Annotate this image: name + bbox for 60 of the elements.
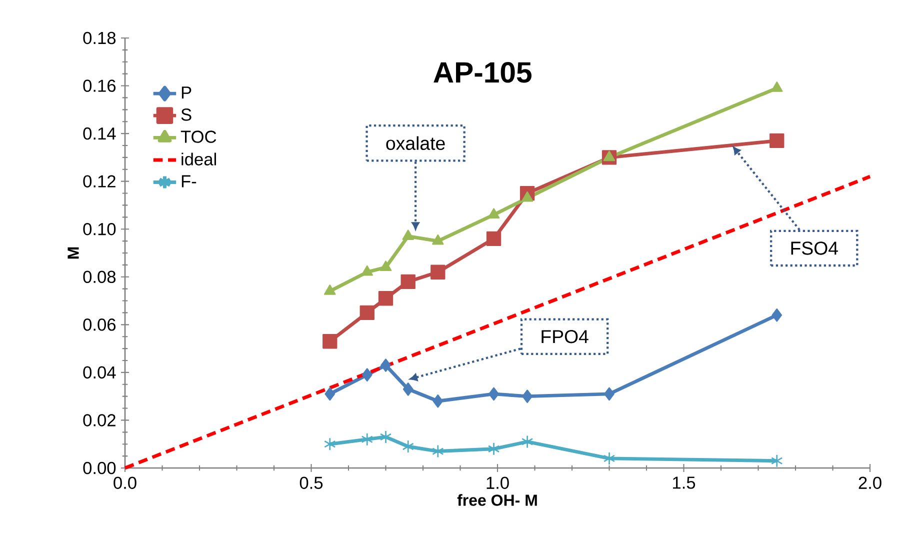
legend-label: S [181, 108, 192, 121]
point [380, 358, 391, 372]
x-tick-label: 1.5 [673, 476, 696, 489]
x-tick-label: 0.0 [114, 476, 136, 489]
point [362, 368, 372, 382]
point [521, 191, 534, 202]
point [488, 442, 500, 456]
point [488, 387, 499, 401]
x-tick-label: 0.5 [300, 476, 323, 489]
y-tick-label: 0.02 [83, 414, 116, 426]
point [360, 305, 374, 320]
y-tick-label: 0.16 [83, 80, 116, 92]
x-tick-label: 2.0 [858, 476, 882, 489]
point [432, 394, 444, 408]
point [486, 231, 502, 246]
point [432, 234, 444, 245]
point [378, 291, 394, 306]
point [603, 452, 616, 466]
point [432, 444, 444, 458]
legend-label: TOC [180, 130, 216, 143]
point [521, 435, 534, 448]
point [603, 150, 616, 162]
point [772, 308, 782, 322]
y-tick-label: 0.06 [83, 318, 116, 331]
point [361, 265, 373, 276]
y-tick-label: 0.00 [83, 462, 116, 474]
y-tick-label: 0.04 [83, 366, 116, 379]
point [604, 387, 614, 401]
y-tick-label: 0.12 [83, 175, 116, 188]
point [402, 382, 414, 396]
text: AP-105 [434, 62, 532, 83]
point [402, 440, 414, 454]
point [430, 264, 446, 280]
x-tick-label: 1.0 [486, 476, 509, 489]
point [324, 284, 336, 295]
y-tick-label: 0.10 [83, 222, 116, 236]
point [488, 208, 500, 218]
y-tick-label: 0.14 [83, 127, 116, 140]
x-axis-title: free OH- M [457, 494, 537, 506]
annotation: oxalate [386, 136, 445, 150]
point [771, 454, 783, 468]
point [322, 334, 338, 349]
annotation: FPO4 [542, 330, 588, 344]
y-tick-label: 0.18 [83, 32, 116, 44]
point [380, 430, 392, 444]
legend-label: P [182, 86, 192, 99]
point [402, 230, 414, 240]
point [400, 274, 416, 289]
point [361, 432, 373, 446]
legend-label: ideal [182, 152, 216, 166]
point [771, 81, 783, 92]
point [324, 387, 336, 401]
y-axis-title: M [68, 247, 79, 259]
point [770, 133, 784, 148]
legend-label: F- [182, 175, 196, 188]
annotation: FSO4 [791, 242, 838, 255]
y-tick-label: 0.08 [83, 270, 116, 284]
point [324, 437, 336, 451]
point [380, 260, 392, 272]
point [522, 390, 532, 403]
